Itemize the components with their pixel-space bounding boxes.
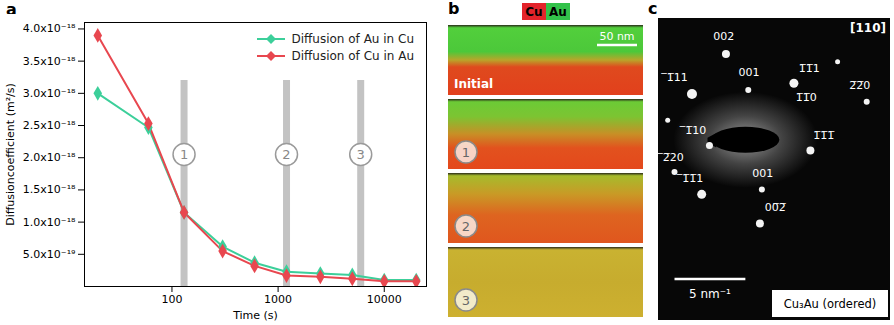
svg-text:Cu₃Au (ordered): Cu₃Au (ordered) [784,297,877,311]
svg-text:1̅1̅0: 1̅1̅0 [796,91,817,104]
svg-text:50 nm: 50 nm [599,30,634,43]
svg-text:1: 1 [180,147,188,162]
svg-text:5.0x10⁻¹⁹: 5.0x10⁻¹⁹ [23,248,76,261]
svg-text:00̅2̅: 00̅2̅ [765,201,787,214]
svg-text:100: 100 [161,293,182,306]
svg-text:2.0x10⁻¹⁸: 2.0x10⁻¹⁸ [23,151,76,164]
svg-text:2̅2̅0: 2̅2̅0 [849,79,870,92]
svg-text:b: b [448,0,459,18]
svg-text:2.5x10⁻¹⁸: 2.5x10⁻¹⁸ [23,119,76,132]
svg-text:002: 002 [713,30,734,43]
svg-text:1: 1 [462,145,470,160]
svg-text:Au: Au [549,5,567,19]
svg-text:2: 2 [282,147,290,162]
svg-text:Cu: Cu [525,5,542,19]
svg-text:3.0x10⁻¹⁸: 3.0x10⁻¹⁸ [23,87,76,100]
svg-text:1.5x10⁻¹⁸: 1.5x10⁻¹⁸ [23,183,76,196]
svg-text:c: c [648,0,657,18]
svg-text:5 nm⁻¹: 5 nm⁻¹ [689,287,731,301]
svg-text:1̅1̅1: 1̅1̅1 [799,62,820,75]
svg-text:[110]: [110] [850,21,886,35]
svg-text:4.0x10⁻¹⁸: 4.0x10⁻¹⁸ [23,22,76,35]
svg-text:001: 001 [739,66,760,79]
svg-text:3: 3 [462,293,470,308]
svg-text:3: 3 [357,147,365,162]
svg-text:Initial: Initial [454,77,493,91]
svg-text:1000: 1000 [264,293,292,306]
svg-text:̅1̅11: ̅1̅11 [661,71,688,84]
html-text:Diffusion of Au in Cu: Diffusion of Au in Cu [291,31,414,46]
svg-text:2: 2 [462,219,470,234]
svg-text:̅2̅20: ̅2̅20 [657,151,684,164]
svg-text:Time (s): Time (s) [232,309,278,322]
svg-text:3.5x10⁻¹⁸: 3.5x10⁻¹⁸ [23,55,76,68]
svg-text:̅1̅10: ̅1̅10 [679,124,706,137]
html-text:a: a [6,0,17,19]
svg-text:1.0x10⁻¹⁸: 1.0x10⁻¹⁸ [23,216,76,229]
svg-text:Diffusioncoefficient (m²/s): Diffusioncoefficient (m²/s) [4,83,17,226]
svg-text:10000: 10000 [367,293,402,306]
svg-text:̅1̅1̅1: ̅1̅1̅1 [676,172,703,185]
svg-text:001: 001 [752,167,773,180]
svg-text:1̅1̅1̅: 1̅1̅1̅ [813,129,835,142]
html-text:Diffusion of Cu in Au: Diffusion of Cu in Au [291,48,414,63]
